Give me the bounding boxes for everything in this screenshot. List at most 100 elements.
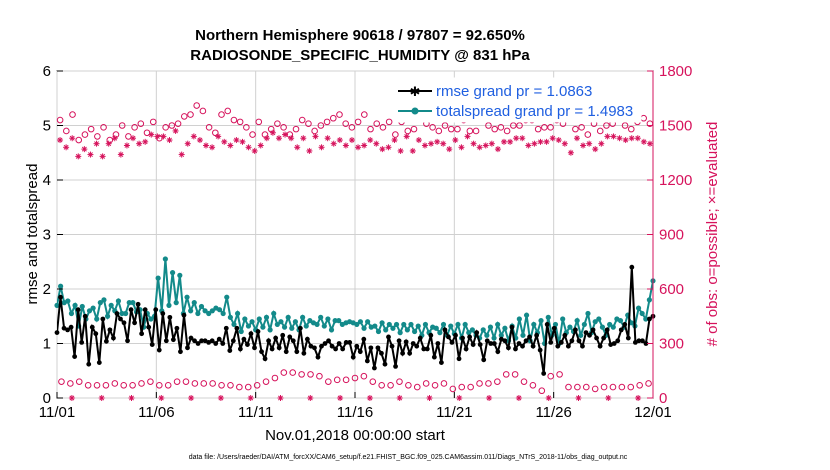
obs-possible-00z-marker xyxy=(67,380,74,387)
rmse-point xyxy=(576,338,582,344)
obs-possible-marker xyxy=(392,131,399,138)
obs-evaluated-marker xyxy=(458,144,465,151)
obs-possible-marker xyxy=(94,133,101,140)
obs-evaluated-marker xyxy=(81,146,88,153)
obs-possible-marker xyxy=(187,111,194,118)
obs-evaluated-marker xyxy=(257,142,264,149)
obs-evaluated-marker xyxy=(476,144,483,151)
obs-possible-00z-marker xyxy=(476,380,483,387)
totalspread-point xyxy=(448,323,454,329)
rmse-point xyxy=(181,312,187,318)
obs-possible-marker xyxy=(584,131,592,138)
obs-possible-00z-marker xyxy=(565,383,572,391)
obs-possible-marker xyxy=(429,124,436,131)
obs-evaluated-00z-marker-hidden xyxy=(456,395,463,401)
obs-possible-marker xyxy=(305,120,312,127)
rmse-point xyxy=(68,324,74,330)
totalspread-point xyxy=(242,316,248,322)
rmse-point xyxy=(185,345,190,351)
totalspread-point xyxy=(278,319,284,325)
obs-possible-00z-marker xyxy=(609,383,617,391)
obs-possible-00z-marker xyxy=(342,376,350,384)
totalspread-point xyxy=(361,325,367,331)
totalspread-point xyxy=(328,327,335,333)
rmse-point xyxy=(456,356,462,362)
totalspread-point xyxy=(437,330,443,336)
rmse-point xyxy=(488,341,494,346)
totalspread-point xyxy=(119,310,125,317)
rmse-point xyxy=(213,341,219,346)
rmse-point xyxy=(555,343,561,349)
rmse-point xyxy=(396,338,402,344)
totalspread-point xyxy=(498,332,504,338)
legend-box xyxy=(392,77,642,123)
obs-possible-00z-marker xyxy=(520,378,528,385)
totalspread-point xyxy=(646,297,652,303)
obs-possible-00z-marker xyxy=(75,378,83,385)
obs-evaluated-00z-marker-hidden xyxy=(366,395,373,401)
totalspread-point xyxy=(198,303,205,310)
obs-possible-marker xyxy=(311,127,318,135)
totalspread-point xyxy=(58,283,64,289)
obs-evaluated-marker xyxy=(203,142,209,149)
y-tick-label-right: 300 xyxy=(659,336,684,353)
obs-possible-marker xyxy=(379,124,387,131)
obs-evaluated-marker xyxy=(209,144,216,151)
totalspread-point xyxy=(249,319,255,325)
rmse-point xyxy=(583,330,589,335)
obs-evaluated-00z-marker-hidden xyxy=(128,395,135,401)
obs-possible-marker xyxy=(497,124,505,131)
obs-evaluated-marker xyxy=(525,142,532,149)
totalspread-point xyxy=(238,328,244,335)
rmse-point xyxy=(509,324,515,330)
y-tick-label-left: 1 xyxy=(43,336,51,353)
rmse-point xyxy=(72,354,78,359)
totalspread-point xyxy=(635,305,642,311)
obs-evaluated-marker xyxy=(385,144,392,151)
obs-possible-marker xyxy=(329,114,337,122)
rmse-point xyxy=(382,361,388,367)
totalspread-point xyxy=(267,327,273,333)
totalspread-point xyxy=(285,314,291,320)
totalspread-point xyxy=(466,330,472,336)
chart-title: Northern Hemisphere 90618 / 97807 = 92.6… xyxy=(195,27,525,44)
rmse-point xyxy=(312,345,317,351)
obs-evaluated-marker xyxy=(573,135,580,142)
rmse-point xyxy=(629,264,635,270)
totalspread-point xyxy=(155,275,161,281)
totalspread-point xyxy=(289,325,295,331)
totalspread-point xyxy=(184,294,190,300)
obs-evaluated-00z-marker-hidden xyxy=(68,395,75,401)
obs-possible-00z-marker xyxy=(405,381,412,389)
obs-possible-00z-marker xyxy=(467,383,474,391)
totalspread-point xyxy=(191,300,197,306)
obs-possible-00z-marker xyxy=(173,378,181,385)
rmse-point xyxy=(230,338,236,344)
obs-possible-marker xyxy=(75,136,83,144)
rmse-point xyxy=(537,347,543,353)
rmse-point xyxy=(54,330,60,335)
obs-possible-marker xyxy=(274,120,281,127)
rmse-point xyxy=(223,325,229,331)
rmse-point xyxy=(245,342,250,347)
obs-evaluated-00z-marker-hidden xyxy=(486,395,493,401)
obs-possible-00z-marker xyxy=(298,371,305,378)
rmse-point xyxy=(428,332,434,338)
obs-possible-marker xyxy=(572,125,579,133)
totalspread-point xyxy=(552,321,559,328)
obs-evaluated-marker xyxy=(391,137,398,144)
obs-possible-00z-marker xyxy=(182,378,190,385)
obs-possible-marker xyxy=(236,118,244,126)
rmse-point xyxy=(128,307,134,313)
totalspread-point xyxy=(281,324,288,330)
rmse-point xyxy=(100,316,106,322)
obs-possible-marker xyxy=(243,124,250,131)
rmse-point xyxy=(551,325,557,331)
obs-possible-marker xyxy=(373,120,381,127)
totalspread-point xyxy=(101,297,107,303)
rmse-point xyxy=(569,338,575,344)
obs-possible-marker xyxy=(516,122,523,129)
obs-evaluated-marker xyxy=(263,135,270,142)
y-axis-label-left: rmse and totalspread xyxy=(24,164,41,305)
obs-possible-00z-marker xyxy=(280,369,288,376)
